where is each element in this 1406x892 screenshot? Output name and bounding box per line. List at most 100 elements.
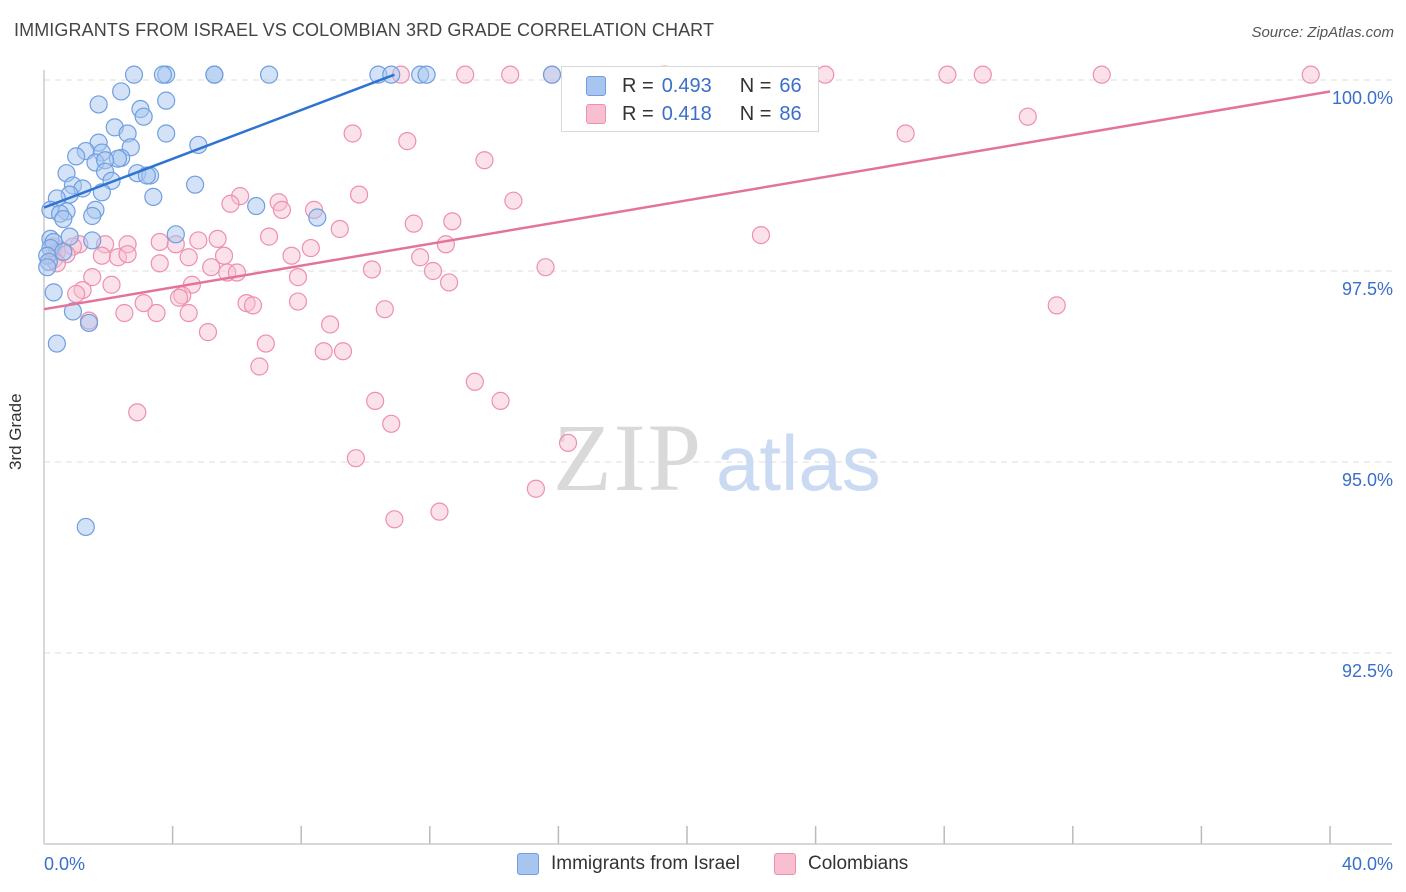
colombian-point (115, 303, 134, 323)
colombian-point (343, 124, 362, 143)
x-tick-label-min: 0.0% (44, 854, 85, 874)
israel-point (54, 242, 73, 261)
watermark-atlas: atlas (716, 419, 881, 507)
colombian-point (250, 357, 269, 376)
colombian-point (330, 219, 349, 239)
colombian-point (349, 185, 369, 204)
tick-labels: 100.0% 97.5% 95.0% 92.5% 0.0% 40.0% (44, 88, 1393, 874)
colombian-point (102, 275, 121, 294)
israel-point (166, 225, 185, 244)
colombian-point (443, 212, 462, 231)
colombian-point (430, 502, 449, 521)
colombian-point (411, 248, 430, 267)
colombian-point (1047, 296, 1066, 315)
colombian-point (208, 229, 227, 249)
israel-point (83, 206, 102, 226)
trend-lines (43, 73, 1331, 311)
colombian-point (314, 342, 333, 361)
colombian-point (465, 372, 484, 391)
colombian-point (375, 300, 394, 319)
colombian-point (973, 65, 992, 84)
legend-r-label: R = (622, 102, 654, 125)
series-swatch-colombians (773, 853, 796, 875)
legend-r-value: 0.418 (661, 102, 712, 125)
source-label: Source: ZipAtlas.com (1251, 24, 1394, 41)
colombian-point (896, 124, 915, 143)
legend-n-label: N = (739, 74, 772, 97)
colombian-point (221, 194, 240, 213)
colombian-point (526, 479, 545, 498)
israel-point (76, 517, 95, 537)
colombian-point (439, 273, 459, 292)
watermark: ZIP atlas (553, 404, 881, 511)
y-tick-label: 97.5% (1342, 279, 1393, 299)
colombian-point (128, 403, 147, 422)
israel-point (67, 147, 86, 166)
colombian-point (288, 268, 308, 287)
colombian-point (118, 235, 137, 254)
colombian-point (536, 258, 555, 277)
israel-point (79, 313, 99, 333)
legend-swatch-colombians (586, 104, 606, 124)
y-tick-label: 100.0% (1332, 88, 1393, 108)
colombian-point (475, 151, 494, 170)
colombian-point (282, 246, 301, 265)
colombian-point (1092, 65, 1111, 84)
series-label-colombians: Colombians (807, 853, 909, 874)
colombian-point (346, 449, 365, 468)
colombian-point (83, 268, 102, 287)
colombian-point (150, 254, 169, 273)
colombian-point (333, 342, 353, 361)
legend-n-label: N = (739, 102, 772, 125)
israel-point (157, 91, 176, 110)
series-label-israel: Immigrants from Israel (551, 853, 740, 874)
colombian-point (751, 225, 771, 245)
legend-row-colombians: R = 0.418 N = 86 (586, 101, 802, 127)
israel-point (144, 187, 163, 206)
colombian-point (243, 296, 263, 315)
x-tick-label-max: 40.0% (1342, 854, 1393, 874)
colombian-point (385, 510, 404, 529)
israel-trend-line (43, 73, 395, 209)
colombian-point (456, 65, 475, 84)
colombian-point (504, 191, 523, 210)
colombian-point (404, 214, 423, 233)
colombian-point (436, 235, 455, 254)
israel-point (47, 334, 66, 353)
watermark-zip: ZIP (553, 404, 703, 511)
legend-n-value: 86 (779, 102, 802, 125)
israel-point (542, 65, 562, 84)
legend-swatch-israel (586, 76, 606, 96)
israel-point (63, 302, 83, 321)
colombian-point (501, 65, 520, 84)
y-tick-label: 95.0% (1342, 470, 1393, 490)
colombian-point (362, 260, 382, 279)
israel-point (259, 65, 279, 84)
chart-title: IMMIGRANTS FROM ISRAEL VS COLOMBIAN 3RD … (14, 20, 715, 40)
colombian-point (382, 414, 401, 433)
colombian-point (321, 315, 340, 334)
colombian-point (1301, 65, 1320, 84)
colombian-point (202, 258, 221, 277)
israel-point (60, 227, 79, 246)
y-tick-label: 92.5% (1342, 661, 1393, 681)
colombian-trend-line (43, 90, 1331, 311)
legend-r-label: R = (622, 74, 654, 97)
israel-point (157, 124, 176, 143)
colombian-point (147, 303, 166, 323)
colombian-point (272, 200, 292, 219)
israel-point (308, 208, 327, 227)
series-swatch-israel (517, 853, 539, 875)
colombian-point (256, 334, 275, 353)
israel-points (38, 65, 562, 537)
israel-point (247, 196, 266, 216)
colombian-point (259, 227, 279, 246)
colombian-point (288, 292, 308, 311)
colombian-point (301, 238, 320, 258)
colombian-point (179, 303, 198, 323)
israel-point (89, 95, 108, 114)
israel-point (134, 107, 153, 126)
israel-point (153, 65, 173, 84)
colombian-point (938, 65, 957, 84)
